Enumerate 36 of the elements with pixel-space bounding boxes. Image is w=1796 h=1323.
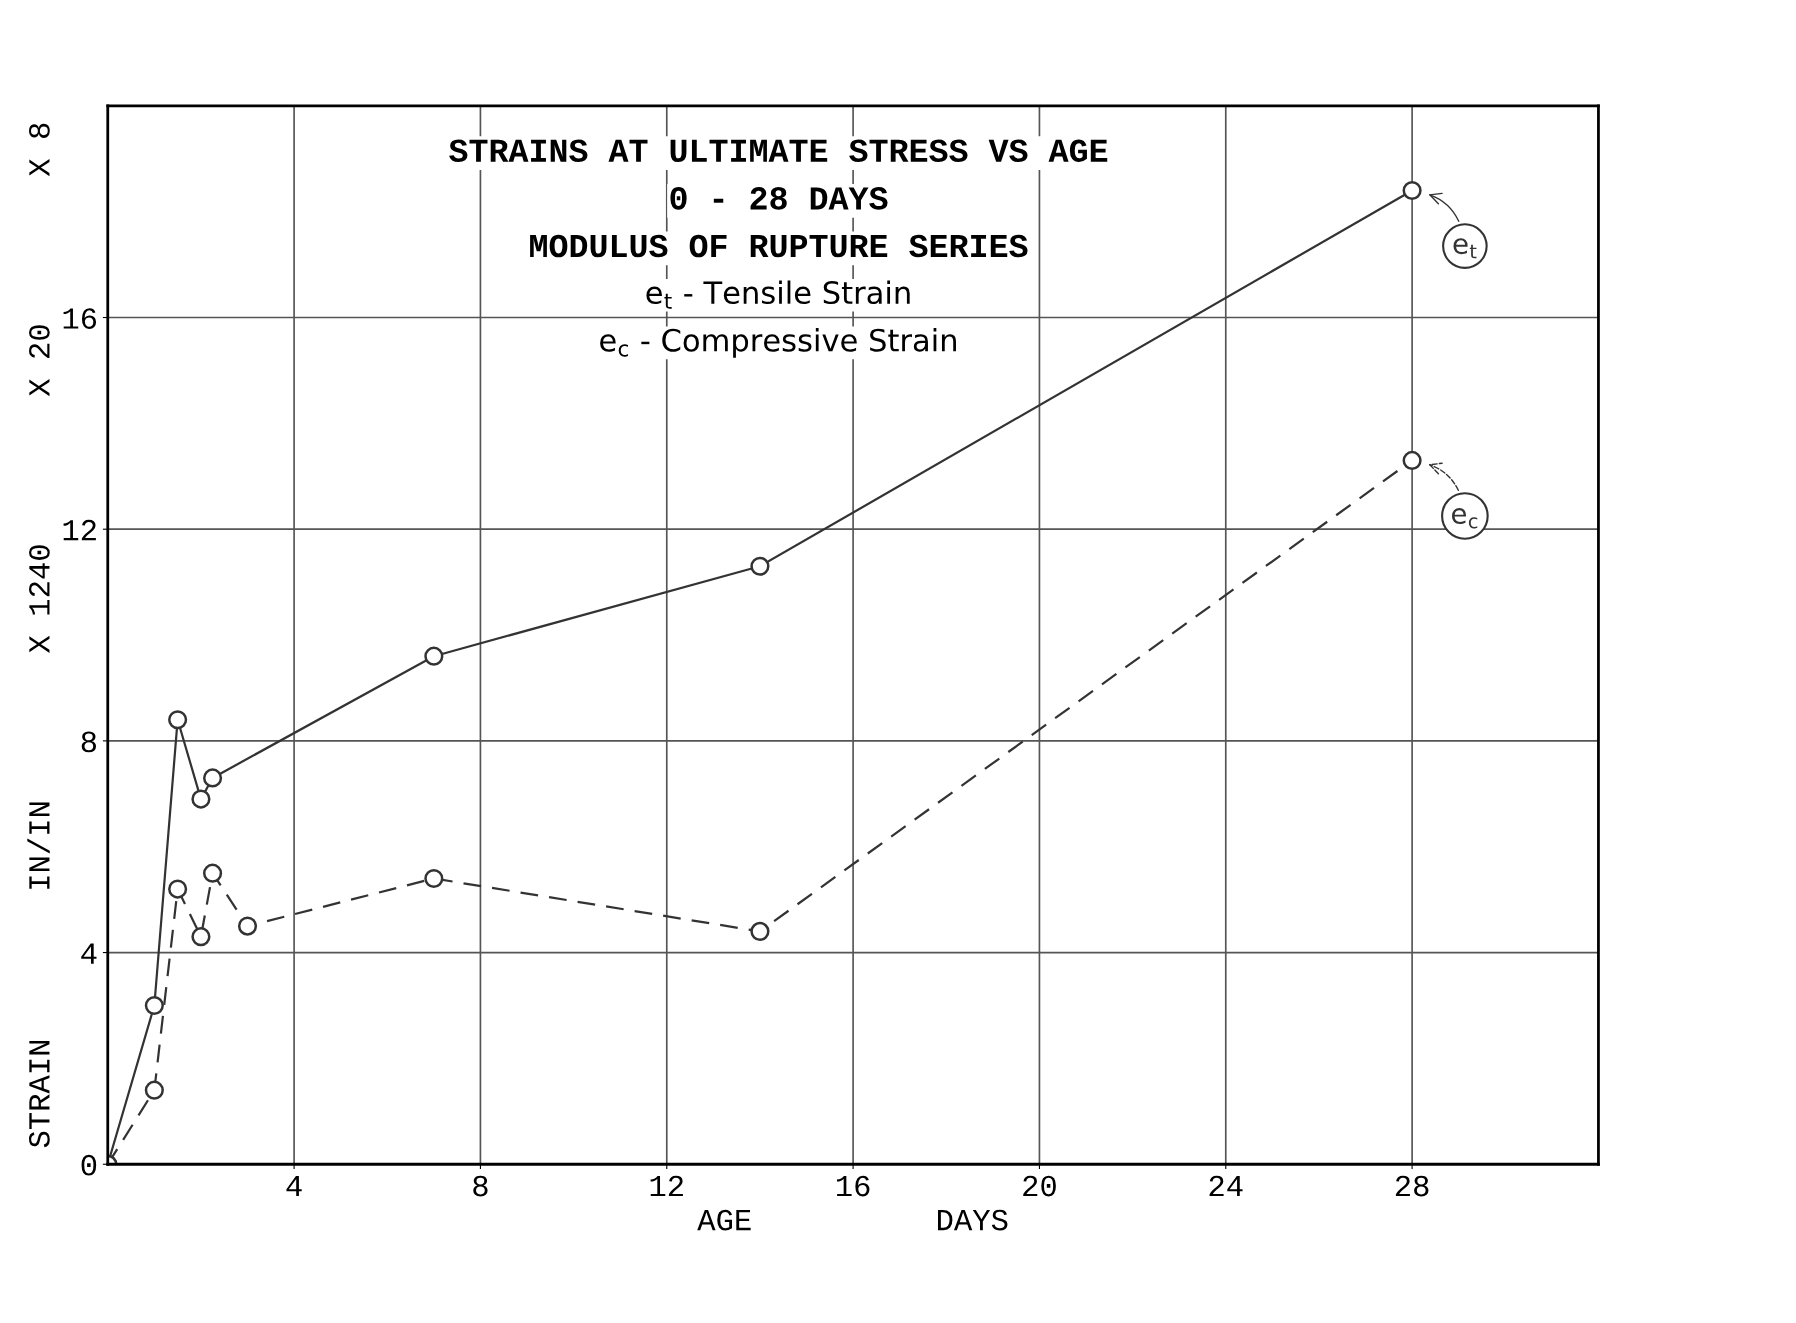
point [168, 879, 188, 899]
y-axis-title: STRAIN IN/IN X 1240 X 20 X 8 [27, 123, 50, 1148]
point [191, 927, 211, 947]
point [191, 789, 211, 809]
point [144, 995, 164, 1016]
x-tick-label: 16 [836, 1175, 870, 1197]
annotation: e$_{t}$ - Tensile Strain [646, 280, 910, 309]
x-tick-label: 28 [1395, 1175, 1429, 1197]
x-tick-label: 4 [286, 1175, 302, 1197]
point [424, 646, 444, 666]
point [750, 556, 770, 576]
text: STRAINS AT ULTIMATE STRESS VS AGE [449, 139, 1108, 163]
y-tick-label: 12 [63, 519, 96, 541]
point [168, 710, 188, 730]
point [202, 768, 223, 788]
point [750, 921, 770, 941]
legend-label: e$_{c}$ [1451, 508, 1478, 529]
x-tick-label: 20 [1023, 1175, 1056, 1197]
point [1402, 180, 1422, 201]
x-axis-title: AGE DAYS [697, 1209, 1008, 1231]
point [144, 1080, 164, 1100]
y-tick-label: 4 [81, 943, 97, 964]
point [424, 868, 444, 889]
y-tick-label: 8 [81, 731, 97, 753]
y-tick-label: 0 [81, 1154, 97, 1176]
annotation: MODULUS OF RUPTURE SERIES [530, 234, 1028, 258]
point [1402, 450, 1422, 470]
point [202, 863, 223, 883]
x-tick-label: 24 [1209, 1175, 1243, 1197]
point [237, 916, 258, 936]
annotation: e$_{c}$ - Compressive Strain [600, 328, 956, 358]
y-tick-label: 16 [63, 308, 97, 329]
text: 0 - 28 DAYS [670, 187, 888, 210]
x-tick-label: 12 [650, 1175, 683, 1197]
x-tick-label: 8 [473, 1175, 488, 1197]
legend-label: e$_{t}$ [1453, 238, 1477, 259]
